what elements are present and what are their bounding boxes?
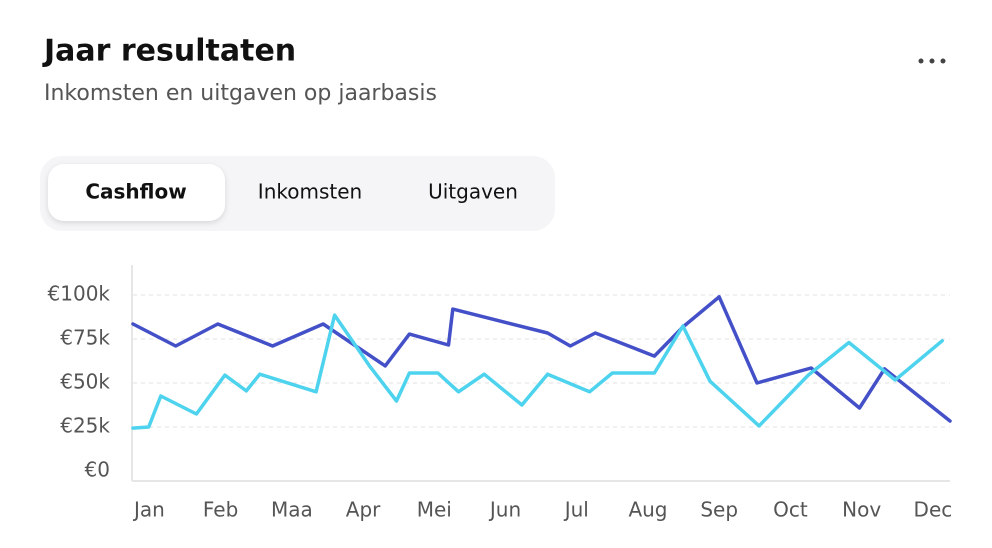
series-line xyxy=(131,295,952,423)
tab[interactable]: Cashflow xyxy=(85,180,186,204)
x-tick-label: Apr xyxy=(346,498,381,522)
dot xyxy=(929,58,935,64)
y-tick-label: €0 xyxy=(85,458,110,482)
dot xyxy=(940,58,946,64)
x-tick-label: Nov xyxy=(842,498,881,522)
y-tick-label: €25k xyxy=(60,414,110,438)
chart: €0 €25k €50k €75k €100k Jan Feb Maa Apr Mei Jun Jul… xyxy=(48,265,953,522)
x-tick-label: Jan xyxy=(132,498,165,522)
x-tick-label: Aug xyxy=(628,498,667,522)
x-tick-label: Oct xyxy=(773,498,808,522)
y-tick-label: €100k xyxy=(48,282,111,306)
x-tick-label: Mei xyxy=(417,498,452,522)
x-tick-label: Feb xyxy=(203,498,238,522)
x-tick-label: Jun xyxy=(488,498,521,522)
x-tick-label: Sep xyxy=(700,498,738,522)
dot xyxy=(918,58,924,64)
more-menu[interactable] xyxy=(918,58,946,64)
series-line xyxy=(131,313,944,430)
active-tab-bg xyxy=(48,164,225,221)
x-tick-label: Maa xyxy=(271,498,313,522)
y-tick-label: €50k xyxy=(60,370,110,394)
title: Jaar resultaten xyxy=(42,34,296,69)
tab[interactable]: Inkomsten xyxy=(258,180,362,204)
y-tick-label: €75k xyxy=(60,326,110,350)
subtitle: Inkomsten en uitgaven op jaarbasis xyxy=(44,81,437,106)
x-tick-label: Jul xyxy=(563,498,589,522)
x-tick-label: Dec xyxy=(914,498,953,522)
tabs: Cashflow Inkomsten Uitgaven xyxy=(85,180,518,204)
tab[interactable]: Uitgaven xyxy=(428,180,518,204)
